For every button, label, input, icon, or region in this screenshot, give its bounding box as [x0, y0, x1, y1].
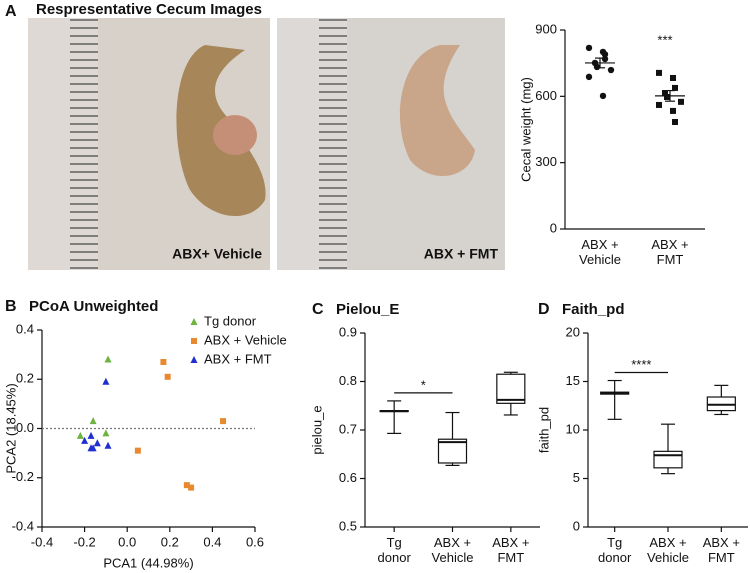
y-tick-label: 0 — [550, 220, 557, 235]
y-axis-label: Cecal weight (mg) — [518, 77, 533, 182]
box — [496, 373, 526, 404]
significance: **** — [631, 357, 651, 372]
point — [672, 84, 678, 91]
y-tick-label: 900 — [535, 21, 557, 36]
panel-label: B — [5, 298, 17, 315]
y-tick-label: 0.7 — [339, 421, 357, 436]
panel-label: A — [5, 3, 17, 20]
point — [81, 436, 89, 444]
y-tick-label: 0.2 — [16, 371, 34, 386]
y-axis-label: pielou_e — [309, 405, 324, 454]
x-tick-label: ABX + Vehicle — [431, 535, 474, 565]
point — [93, 439, 101, 447]
y-tick-label: 0.9 — [339, 324, 357, 339]
point — [160, 359, 167, 366]
panel-label: D — [538, 301, 550, 318]
y-tick-label: 0.4 — [16, 321, 34, 336]
point — [220, 418, 227, 425]
point — [104, 441, 112, 449]
legend-label: Tg donor — [204, 313, 257, 328]
point — [664, 93, 670, 100]
y-tick-label: 0.5 — [339, 518, 357, 533]
x-axis-label: PCA1 (44.98%) — [103, 555, 193, 570]
panel-label: C — [312, 301, 324, 318]
chart-title: Faith_pd — [562, 301, 625, 318]
chart-title: PCoA Unweighted — [29, 298, 158, 315]
y-tick-label: -0.4 — [12, 518, 34, 533]
point — [599, 92, 607, 100]
point — [102, 377, 110, 385]
x-tick-label: 0.2 — [161, 534, 179, 549]
x-tick-label: ABX + FMT — [492, 535, 530, 565]
chart-title: Pielou_E — [336, 301, 399, 318]
y-tick-label: 0 — [573, 518, 580, 533]
point — [670, 74, 676, 81]
images-title: Respresentative Cecum Images — [36, 1, 262, 18]
x-tick-label: 0.6 — [246, 534, 264, 549]
x-tick-label: ABX + FMT — [651, 237, 689, 267]
x-tick-label: ABX + FMT — [702, 535, 740, 565]
y-axis-label: faith_pd — [536, 407, 551, 453]
point — [656, 101, 662, 108]
y-tick-label: 15 — [566, 373, 580, 388]
y-tick-label: 5 — [573, 470, 580, 485]
point — [585, 73, 593, 81]
point — [89, 417, 97, 425]
point — [87, 431, 95, 439]
point — [183, 482, 190, 489]
image-caption: ABX + FMT — [424, 246, 499, 262]
significance: * — [421, 377, 426, 392]
point — [76, 431, 84, 439]
significance: *** — [657, 32, 672, 47]
point — [678, 98, 684, 105]
y-tick-label: 300 — [535, 154, 557, 169]
y-tick-label: 0.8 — [339, 373, 357, 388]
x-tick-label: Tg donor — [598, 535, 632, 565]
point — [188, 484, 195, 491]
legend-marker — [190, 318, 198, 325]
point — [104, 355, 112, 363]
box — [653, 450, 683, 469]
point — [607, 66, 615, 74]
x-tick-label: Tg donor — [377, 535, 411, 565]
x-tick-label: 0.0 — [118, 534, 136, 549]
legend-marker — [190, 356, 198, 363]
point — [656, 69, 662, 76]
point — [662, 90, 668, 97]
y-tick-label: 600 — [535, 88, 557, 103]
legend-label: ABX + Vehicle — [204, 332, 287, 347]
y-tick-label: 0.6 — [339, 470, 357, 485]
x-tick-label: ABX + Vehicle — [579, 237, 621, 267]
y-tick-label: 20 — [566, 324, 580, 339]
point — [102, 429, 110, 437]
photo — [28, 18, 270, 270]
photo — [277, 18, 505, 270]
box — [437, 438, 468, 464]
y-tick-label: 10 — [566, 421, 580, 436]
legend-marker — [191, 338, 197, 344]
point — [134, 447, 141, 454]
x-tick-label: -0.4 — [31, 534, 53, 549]
point — [585, 44, 593, 52]
legend-label: ABX + FMT — [204, 351, 272, 366]
point — [601, 51, 609, 58]
point — [672, 118, 678, 125]
x-tick-label: 0.4 — [203, 534, 221, 549]
point — [601, 55, 609, 63]
y-tick-label: 0.0 — [16, 420, 34, 435]
y-tick-label: -0.2 — [12, 469, 34, 484]
point — [670, 107, 676, 114]
x-tick-label: -0.2 — [73, 534, 95, 549]
point — [164, 373, 171, 380]
x-tick-label: ABX + Vehicle — [647, 535, 689, 565]
y-axis-label: PCA2 (18.45%) — [3, 383, 18, 473]
point — [593, 63, 601, 71]
point — [87, 444, 95, 452]
image-caption: ABX+ Vehicle — [172, 246, 262, 262]
